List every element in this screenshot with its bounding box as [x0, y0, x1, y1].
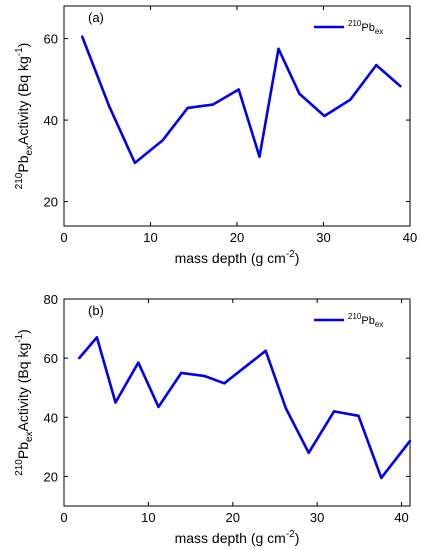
data-point [375, 63, 378, 67]
y-axis-label-text: Activity (Bq kg [15, 56, 31, 145]
data-point [95, 336, 99, 339]
series-line [78, 336, 412, 480]
y-tick-label: 20 [44, 195, 58, 210]
x-tick-label: 30 [316, 230, 330, 245]
data-point [77, 356, 81, 360]
y-axis-label-unit-superscript: -1 [14, 47, 25, 56]
legend-label: 210Pbex [348, 19, 383, 36]
data-point [284, 407, 288, 410]
series-line [80, 36, 402, 165]
panel-label: (b) [88, 303, 104, 318]
x-tick-label: 30 [310, 510, 324, 525]
panel-label: (a) [88, 10, 104, 25]
data-point [323, 114, 326, 118]
plot-frame [63, 5, 411, 227]
y-axis-label-end: ) [15, 329, 31, 334]
plot-frame [63, 298, 411, 507]
data-point [157, 405, 160, 409]
data-point [223, 382, 226, 385]
x-axis-label: mass depth (g cm-2) [175, 529, 300, 546]
y-axis-label: 210PbexActivity (Bq kg-1) [14, 43, 35, 190]
data-point [161, 139, 164, 142]
y-axis-label-subscript: ex [24, 145, 35, 156]
x-axis-label: mass depth (g cm-2) [175, 249, 300, 266]
legend-label-superscript: 210 [348, 312, 362, 321]
x-tick-label: 10 [143, 230, 157, 245]
x-axis-label-superscript: -2 [286, 529, 295, 540]
data-point [380, 476, 383, 480]
legend-label-superscript: 210 [348, 19, 362, 28]
y-axis-label-unit-superscript: -1 [14, 333, 25, 342]
data-point [264, 349, 267, 352]
y-axis-label-subscript: ex [24, 431, 35, 442]
y-axis-label-base: Pb [15, 155, 31, 172]
data-point [180, 371, 183, 375]
x-tick-label: 0 [60, 510, 67, 525]
x-tick-label: 10 [141, 510, 155, 525]
data-point [332, 410, 336, 413]
data-point [202, 374, 206, 378]
data-point [399, 85, 402, 88]
data-point [133, 161, 137, 165]
data-point [137, 361, 140, 364]
legend-label-base: Pb [361, 22, 374, 34]
y-tick-label: 40 [44, 113, 58, 128]
data-point [211, 103, 214, 106]
data-point [80, 35, 84, 38]
legend-label: 210Pbex [348, 312, 383, 329]
x-tick-label: 40 [403, 230, 417, 245]
x-tick-label: 20 [226, 510, 240, 525]
y-tick-label: 60 [44, 32, 58, 47]
data-point [357, 414, 360, 418]
x-axis-label-superscript: -2 [286, 249, 295, 260]
data-point [114, 401, 117, 404]
data-point [277, 47, 280, 50]
y-tick-label: 60 [44, 351, 58, 366]
y-axis-label-end: ) [15, 43, 31, 48]
y-tick-label: 40 [44, 410, 58, 425]
y-tick-label: 20 [44, 469, 58, 484]
y-axis-label-base: Pb [15, 442, 31, 459]
x-tick-label: 40 [394, 510, 408, 525]
x-axis-label-text: mass depth (g cm [175, 530, 286, 546]
data-point [408, 439, 412, 443]
legend-label-subscript: ex [375, 320, 383, 329]
y-axis-label-superscript: 210 [14, 459, 25, 476]
y-axis-label-superscript: 210 [14, 172, 25, 189]
data-point [186, 106, 189, 110]
data-point [307, 451, 310, 454]
x-axis-label-end: ) [295, 530, 300, 546]
x-tick-label: 0 [60, 230, 67, 245]
y-tick-label: 80 [44, 292, 58, 307]
data-point [107, 104, 111, 108]
data-point [237, 88, 240, 91]
x-axis-label-end: ) [295, 250, 300, 266]
data-point [298, 92, 301, 95]
y-axis-label: 210PbexActivity (Bq kg-1) [14, 329, 35, 476]
x-axis-label-text: mass depth (g cm [175, 250, 286, 266]
data-point [349, 98, 352, 101]
legend-label-base: Pb [361, 315, 374, 327]
legend-label-subscript: ex [375, 27, 383, 36]
data-point [258, 155, 261, 158]
y-axis-label-text: Activity (Bq kg [15, 343, 31, 432]
x-tick-label: 20 [230, 230, 244, 245]
